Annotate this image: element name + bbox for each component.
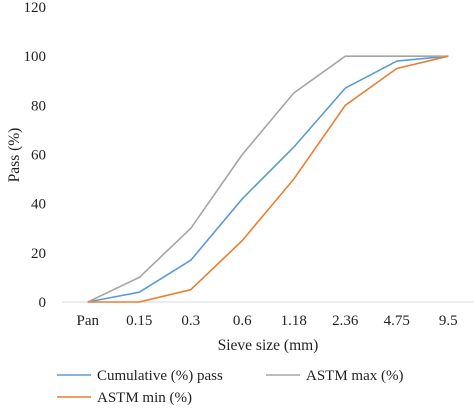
legend-label: Cumulative (%) pass — [97, 368, 223, 384]
x-tick-label: 0.15 — [126, 313, 152, 329]
x-axis-title: Sieve size (mm) — [218, 337, 319, 354]
x-tick-label: 1.18 — [281, 313, 307, 329]
y-tick-label: 80 — [31, 98, 46, 114]
series-lines — [87, 55, 449, 303]
series-line — [87, 55, 449, 303]
y-tick-label: 20 — [31, 246, 46, 262]
y-tick-label: 120 — [24, 0, 47, 16]
legend-label: ASTM max (%) — [306, 368, 404, 384]
legend: Cumulative (%) pass ASTM max (%) ASTM min … — [57, 368, 404, 406]
y-tick-label: 40 — [31, 197, 46, 213]
x-tick-label: 2.36 — [332, 313, 359, 329]
legend-label: ASTM min (%) — [97, 390, 192, 406]
y-axis-ticks: 0 20 40 60 80 100 120 — [24, 0, 47, 311]
y-tick-label: 60 — [31, 148, 46, 164]
x-tick-label: 0.6 — [233, 313, 252, 329]
x-tick-label: 9.5 — [439, 313, 458, 329]
x-tick-label: Pan — [77, 313, 100, 329]
x-tick-label: 4.75 — [384, 313, 410, 329]
x-tick-label: 0.3 — [181, 313, 200, 329]
series-line — [87, 55, 449, 303]
y-tick-label: 0 — [39, 295, 47, 311]
y-tick-label: 100 — [24, 49, 47, 65]
x-axis-ticks: Pan 0.15 0.3 0.6 1.18 2.36 4.75 9.5 — [77, 313, 458, 329]
y-axis-title: Pass (%) — [6, 128, 23, 183]
series-line — [87, 55, 449, 303]
